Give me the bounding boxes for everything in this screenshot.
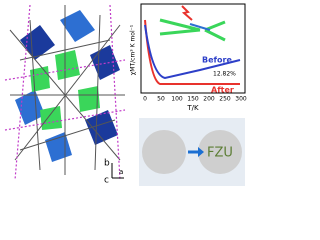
y-label: χMT/cm³ K mol⁻¹ bbox=[130, 24, 137, 75]
x-tick-label: 150 bbox=[187, 96, 199, 103]
before-curve bbox=[144, 24, 241, 80]
page: b c a χMT/cm³ K mol⁻¹ T/K 0 50 100 150 200 25… bbox=[4, 3, 247, 186]
x-tick-label: 300 bbox=[235, 96, 247, 103]
photo: FZU bbox=[139, 118, 245, 186]
before-label: Before bbox=[202, 56, 232, 65]
axis-c: c bbox=[104, 176, 109, 186]
change-label: 12.82% bbox=[213, 71, 236, 78]
axis-a: a bbox=[119, 168, 123, 176]
x-tick-label: 250 bbox=[219, 96, 231, 103]
figure: b c a χMT/cm³ K mol⁻¹ T/K 0 50 100 150 200 25… bbox=[4, 3, 247, 186]
axis-b: b bbox=[104, 159, 110, 169]
after-label: After bbox=[211, 86, 234, 95]
x-label: T/K bbox=[186, 104, 199, 112]
crystal-structure: b c a bbox=[4, 4, 126, 186]
x-tick-label: 0 bbox=[143, 96, 147, 103]
fzu-text: FZU bbox=[207, 146, 233, 161]
x-tick-label: 50 bbox=[157, 96, 165, 103]
x-tick-label: 100 bbox=[171, 96, 183, 103]
plot: χMT/cm³ K mol⁻¹ T/K 0 50 100 150 200 250 300 B… bbox=[130, 3, 247, 112]
inset bbox=[159, 5, 226, 42]
x-tick-label: 200 bbox=[203, 96, 215, 103]
